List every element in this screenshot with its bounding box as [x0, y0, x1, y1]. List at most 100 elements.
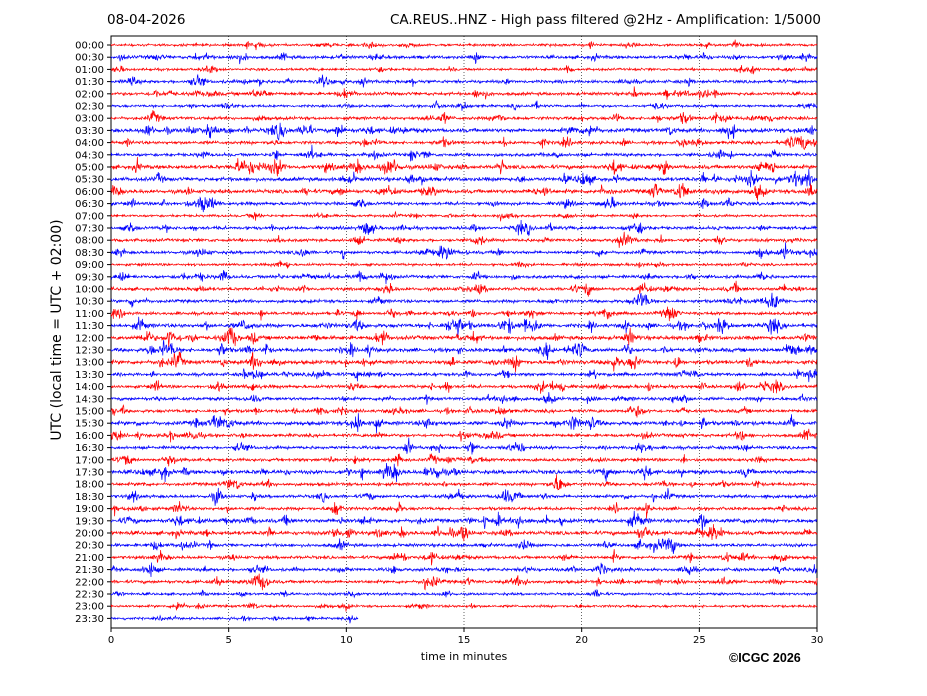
y-tick-label: 19:00 — [75, 504, 104, 515]
y-tick-label: 18:00 — [75, 480, 104, 491]
trace-0200 — [111, 86, 818, 100]
x-tick-label: 10 — [340, 635, 353, 646]
y-tick-label: 02:00 — [75, 89, 104, 100]
y-tick-label: 22:30 — [75, 590, 104, 601]
y-tick-label: 08:00 — [75, 236, 104, 247]
y-tick-label: 18:30 — [75, 492, 104, 503]
trace-1530 — [110, 413, 818, 434]
date-label: 08-04-2026 — [107, 12, 186, 28]
trace-0730 — [110, 219, 818, 237]
trace-1600 — [110, 428, 818, 443]
trace-1930 — [110, 510, 818, 531]
trace-0030 — [110, 52, 818, 65]
trace-0530 — [110, 169, 818, 188]
y-tick-label: 12:00 — [75, 333, 104, 344]
y-tick-label: 11:30 — [75, 321, 104, 332]
y-tick-label: 21:00 — [75, 553, 104, 564]
x-axis-label: time in minutes — [420, 650, 508, 663]
x-tick-label: 25 — [693, 635, 706, 646]
trace-0700 — [110, 210, 818, 222]
y-tick-label: 04:30 — [75, 150, 104, 161]
y-tick-label: 10:00 — [75, 285, 104, 296]
y-tick-label: 05:00 — [75, 163, 104, 174]
y-tick-label: 20:30 — [75, 541, 104, 552]
trace-2300 — [110, 602, 818, 612]
x-tick-label: 0 — [108, 635, 114, 646]
trace-1330 — [110, 368, 818, 383]
y-tick-label: 02:30 — [75, 102, 104, 113]
trace-1400 — [110, 379, 818, 394]
x-tick-label: 5 — [225, 635, 231, 646]
y-tick-label: 05:30 — [75, 175, 104, 186]
copyright-label: ©ICGC 2026 — [729, 651, 801, 665]
y-tick-label: 00:30 — [75, 53, 104, 64]
trace-1500 — [110, 404, 818, 418]
trace-2200 — [110, 573, 818, 591]
y-tick-label: 19:30 — [75, 516, 104, 527]
y-tick-label: 03:00 — [75, 114, 104, 125]
y-tick-label: 07:00 — [75, 211, 104, 222]
trace-1700 — [110, 452, 818, 467]
trace-1100 — [110, 306, 818, 322]
trace-1200 — [110, 327, 818, 347]
trace-1800 — [110, 474, 818, 491]
x-tick-label: 30 — [811, 635, 824, 646]
y-tick-label: 17:00 — [75, 455, 104, 466]
chart-title: CA.REUS..HNZ - High pass filtered @2Hz -… — [389, 12, 821, 28]
trace-0800 — [110, 231, 818, 248]
x-tick-label: 20 — [575, 635, 588, 646]
y-tick-label: 20:00 — [75, 529, 104, 540]
trace-2100 — [110, 549, 818, 566]
y-tick-label: 23:30 — [75, 614, 104, 625]
y-tick-label: 08:30 — [75, 248, 104, 259]
trace-1030 — [110, 292, 818, 308]
trace-1230 — [110, 339, 818, 361]
trace-1830 — [110, 487, 818, 506]
trace-1130 — [110, 316, 818, 336]
y-tick-label: 22:00 — [75, 577, 104, 588]
trace-0630 — [110, 196, 818, 213]
y-tick-label: 01:00 — [75, 65, 104, 76]
trace-0330 — [110, 122, 818, 141]
trace-2000 — [110, 524, 818, 542]
y-tick-label: 01:30 — [75, 77, 104, 88]
y-tick-label: 10:30 — [75, 297, 104, 308]
y-tick-label: 13:30 — [75, 370, 104, 381]
y-tick-label: 16:30 — [75, 443, 104, 454]
trace-0230 — [110, 99, 818, 111]
y-tick-label: 21:30 — [75, 565, 104, 576]
trace-1300 — [110, 351, 818, 373]
trace-1000 — [110, 280, 818, 297]
trace-0100 — [110, 65, 818, 75]
trace-2130 — [110, 562, 817, 578]
y-tick-label: 15:00 — [75, 407, 104, 418]
trace-0900 — [110, 260, 818, 269]
y-tick-label: 16:00 — [75, 431, 104, 442]
y-tick-label: 04:00 — [75, 138, 104, 149]
y-tick-label: 17:30 — [75, 468, 104, 479]
trace-1900 — [110, 501, 818, 519]
y-tick-label: 23:00 — [75, 602, 104, 613]
trace-0600 — [110, 182, 818, 201]
y-tick-label: 07:30 — [75, 224, 104, 235]
y-tick-label: 09:00 — [75, 260, 104, 271]
y-tick-label: 12:30 — [75, 346, 104, 357]
trace-0830 — [110, 242, 818, 260]
trace-2230 — [110, 588, 818, 599]
trace-0300 — [110, 110, 818, 125]
trace-0400 — [110, 136, 818, 151]
y-tick-label: 09:30 — [75, 272, 104, 283]
y-tick-label: 06:00 — [75, 187, 104, 198]
x-tick-label: 15 — [458, 635, 471, 646]
trace-1730 — [110, 462, 818, 483]
trace-1430 — [110, 392, 818, 405]
trace-0000 — [110, 39, 818, 51]
y-tick-label: 15:30 — [75, 419, 104, 430]
trace-0430 — [110, 144, 818, 162]
y-tick-label: 13:00 — [75, 358, 104, 369]
y-tick-label: 03:30 — [75, 126, 104, 137]
trace-0930 — [110, 270, 818, 285]
y-tick-label: 14:00 — [75, 382, 104, 393]
y-tick-label: 14:30 — [75, 394, 104, 405]
trace-1630 — [110, 437, 817, 455]
